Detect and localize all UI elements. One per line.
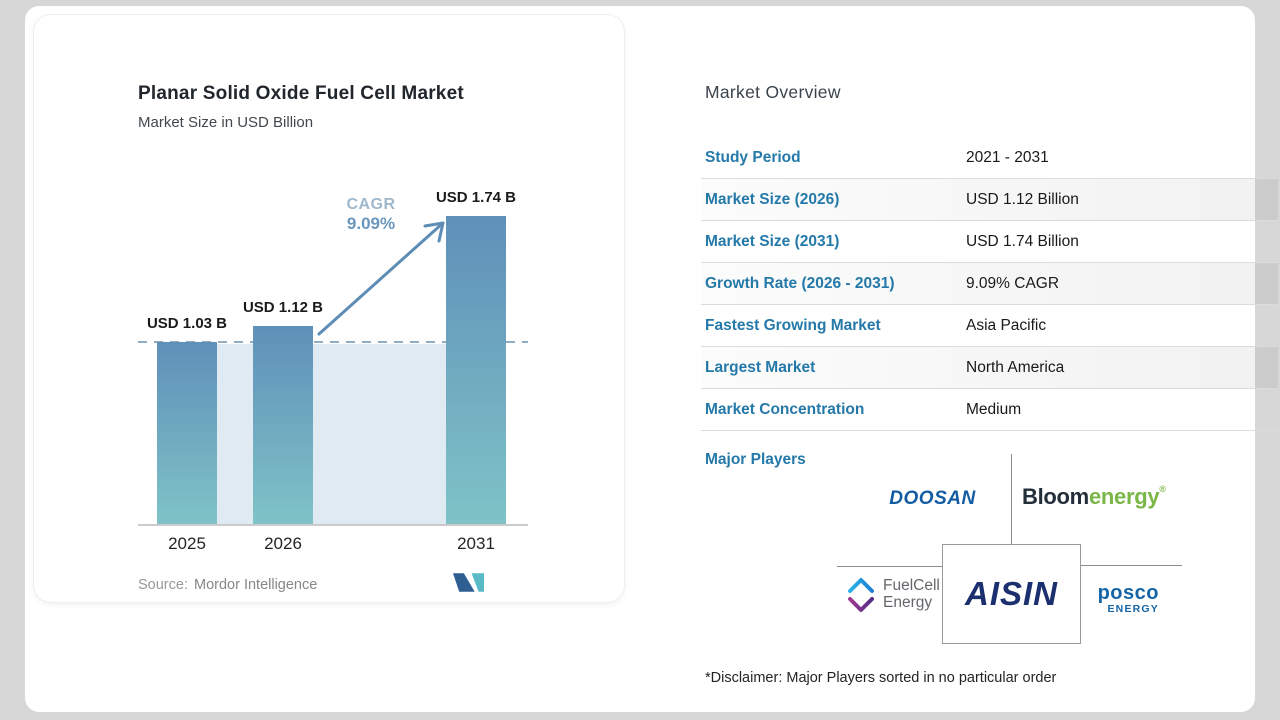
x-axis-label: 2025 <box>168 534 206 553</box>
fuelcell-energy-logo: FuelCell Energy <box>845 577 940 613</box>
overview-row-value: 9.09% CAGR <box>966 275 1060 292</box>
x-axis-label: 2026 <box>264 534 302 553</box>
overview-row-label: Market Size (2026) <box>705 191 840 208</box>
bloom-energy-registered-mark: ® <box>1159 484 1166 494</box>
cagr-annotation: CAGR 9.09% <box>321 196 421 234</box>
overview-row-value: USD 1.74 Billion <box>966 233 1079 250</box>
overview-row-value: Asia Pacific <box>966 317 1047 334</box>
overview-row-value: 2021 - 2031 <box>966 149 1049 166</box>
cagr-value: 9.09% <box>346 214 396 233</box>
mordor-intelligence-logo-icon <box>453 573 484 592</box>
market-size-chart-card: Planar Solid Oxide Fuel Cell Market Mark… <box>33 14 625 603</box>
overview-row: Market Size (2026) USD 1.12 Billion <box>701 179 1278 221</box>
fuelcell-energy-diamond-icon <box>848 578 874 612</box>
chart-title: Planar Solid Oxide Fuel Cell Market <box>138 83 464 104</box>
bloom-energy-logo: Bloomenergy® <box>1022 484 1166 510</box>
bar-value-label: USD 1.12 B <box>242 299 324 316</box>
overview-row-value: USD 1.12 Billion <box>966 191 1079 208</box>
cagr-label: CAGR <box>346 196 396 213</box>
bar-2025 <box>157 342 217 524</box>
overview-row: Market Concentration Medium <box>701 389 1278 431</box>
aisin-logo-box: AISIN <box>942 544 1081 644</box>
overview-row-value: Medium <box>966 401 1022 418</box>
overview-row: Largest Market North America <box>701 347 1278 389</box>
bloom-energy-logo-part1: Bloom <box>1022 484 1089 509</box>
overview-row-label: Growth Rate (2026 - 2031) <box>705 275 895 292</box>
source-attribution: Source: Mordor Intelligence <box>138 577 317 593</box>
overview-row: Fastest Growing Market Asia Pacific <box>701 305 1278 347</box>
overview-row-label: Market Size (2031) <box>705 233 840 250</box>
posco-energy-logo: posco ENERGY <box>1095 583 1159 615</box>
source-label: Source: <box>138 577 188 593</box>
player-divider-left <box>837 566 942 567</box>
overview-row-label: Fastest Growing Market <box>705 317 881 334</box>
overview-row: Study Period 2021 - 2031 <box>701 137 1278 179</box>
growth-arrow-icon <box>317 221 445 336</box>
bloom-energy-logo-part2: energy <box>1088 484 1160 509</box>
overview-row-value: North America <box>966 359 1065 376</box>
bar-value-label: USD 1.74 B <box>435 189 517 206</box>
player-divider-right <box>1081 565 1182 566</box>
reference-dashed-line <box>138 341 528 343</box>
posco-energy-logo-line2: ENERGY <box>1107 603 1159 615</box>
fuelcell-energy-logo-text: FuelCell Energy <box>883 577 940 613</box>
fuelcell-energy-logo-line1: FuelCell <box>883 577 940 594</box>
overview-row-label: Study Period <box>705 149 801 166</box>
overview-heading: Market Overview <box>705 82 841 102</box>
bar-value-label: USD 1.03 B <box>146 315 228 332</box>
player-divider-vertical <box>1011 454 1012 544</box>
bar-2031 <box>446 216 506 524</box>
report-canvas: Planar Solid Oxide Fuel Cell Market Mark… <box>25 6 1278 712</box>
disclaimer-text: *Disclaimer: Major Players sorted in no … <box>705 670 1057 686</box>
bar-2026 <box>253 326 313 524</box>
overview-row: Growth Rate (2026 - 2031) 9.09% CAGR <box>701 263 1278 305</box>
bar-plot: CAGR 9.09% USD 1.03 B 2025 USD 1.12 B 2026 U… <box>34 15 626 604</box>
x-axis-line <box>138 524 528 526</box>
fuelcell-energy-logo-line2: Energy <box>883 594 933 611</box>
overview-row: Market Size (2031) USD 1.74 Billion <box>701 221 1278 263</box>
x-axis-label: 2031 <box>457 534 495 553</box>
overview-row-label: Largest Market <box>705 359 816 376</box>
posco-energy-logo-line1: posco <box>1097 582 1159 604</box>
source-name: Mordor Intelligence <box>193 577 318 593</box>
aisin-logo: AISIN <box>964 575 1058 612</box>
overview-table: Study Period 2021 - 2031 Market Size (2026… <box>701 137 1278 431</box>
overview-row-label: Market Concentration <box>705 401 865 418</box>
doosan-logo: DOOSAN <box>889 488 976 509</box>
chart-subtitle: Market Size in USD Billion <box>138 114 314 131</box>
major-players-label: Major Players <box>705 451 806 468</box>
